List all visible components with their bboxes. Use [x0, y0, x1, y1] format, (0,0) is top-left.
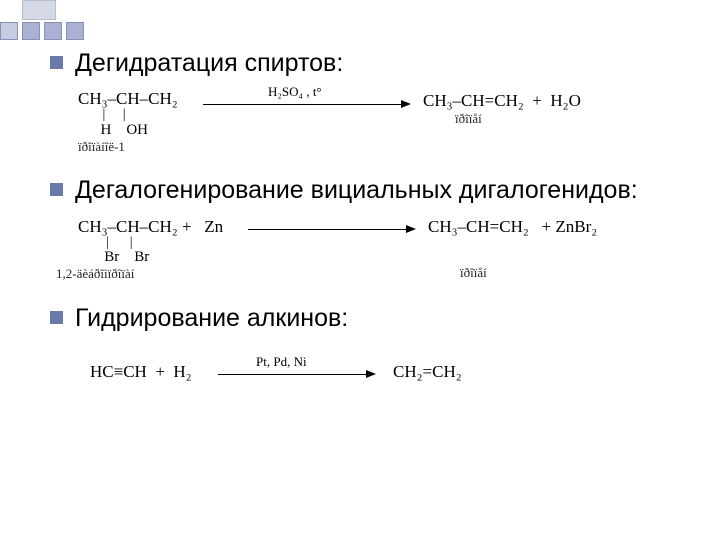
reaction-2: CH₃–CH–CH₂ + Zn | | Br Br 1,2-äèáðîìïðîï… — [78, 217, 690, 295]
heading-1: Дегидратация спиртов: — [50, 48, 690, 79]
reagent-main: CH₃–CH–CH₂ + Zn — [78, 217, 223, 237]
reagent-label: ïðîïàíîë-1 — [78, 139, 178, 155]
reagent-2: CH₃–CH–CH₂ + Zn | | Br Br 1,2-äèáðîìïðîï… — [78, 217, 223, 283]
product-1: CH₃–CH=CH₂ + H₂O ïðîïåí — [423, 91, 581, 127]
heading-text: Дегалогенирование вициальных дигалогенид… — [75, 175, 638, 206]
deco-square — [44, 22, 62, 40]
heading-3: Гидрирование алкинов: — [50, 303, 690, 334]
product-2: CH₃–CH=CH₂ + ZnBr₂ ïðîïåí — [428, 217, 597, 281]
product-main: CH₂=CH₂ — [393, 362, 462, 382]
reagent-groups: Br Br — [78, 249, 223, 266]
deco-square — [0, 22, 18, 40]
reaction-arrow — [248, 229, 408, 230]
reagent-label: 1,2-äèáðîìïðîïàí — [56, 266, 223, 282]
arrow-conditions: Pt, Pd, Ni — [256, 354, 307, 370]
reaction-1: CH₃–CH–CH₂ | | H OH ïðîïàíîë-1 H₂SO₄ , t… — [78, 89, 690, 167]
bullet-icon — [50, 56, 63, 69]
heading-2: Дегалогенирование вициальных дигалогенид… — [50, 175, 690, 206]
reagent-3: HC≡CH + H₂ — [90, 362, 192, 382]
reagent-bond: | | — [78, 237, 223, 250]
deco-squares — [0, 22, 84, 40]
reagent-1: CH₃–CH–CH₂ | | H OH ïðîïàíîë-1 — [78, 89, 178, 155]
deco-square — [66, 22, 84, 40]
reaction-3: HC≡CH + H₂ Pt, Pd, Ni CH₂=CH₂ — [78, 344, 690, 406]
arrow-head-icon — [406, 225, 416, 233]
section-3: Гидрирование алкинов: HC≡CH + H₂ Pt, Pd,… — [50, 303, 690, 406]
heading-text: Дегидратация спиртов: — [75, 48, 343, 79]
product-main: CH₃–CH=CH₂ + H₂O — [423, 91, 581, 111]
product-main: CH₃–CH=CH₂ + ZnBr₂ — [428, 217, 597, 237]
section-2: Дегалогенирование вициальных дигалогенид… — [50, 175, 690, 294]
deco-top-box — [22, 0, 56, 20]
bullet-icon — [50, 183, 63, 196]
section-1: Дегидратация спиртов: CH₃–CH–CH₂ | | H O… — [50, 48, 690, 167]
heading-text: Гидрирование алкинов: — [75, 303, 348, 334]
deco-square — [22, 22, 40, 40]
arrow-head-icon — [366, 370, 376, 378]
reagent-main: HC≡CH + H₂ — [90, 362, 192, 382]
reagent-bond: | | — [78, 109, 178, 122]
reaction-arrow — [203, 104, 403, 105]
arrow-conditions: H₂SO₄ , t° — [268, 84, 322, 100]
bullet-icon — [50, 311, 63, 324]
slide-content: Дегидратация спиртов: CH₃–CH–CH₂ | | H O… — [50, 48, 690, 414]
reagent-main: CH₃–CH–CH₂ — [78, 89, 178, 109]
product-label: ïðîïåí — [455, 111, 581, 127]
reaction-arrow — [218, 374, 368, 375]
reagent-groups: H OH — [78, 122, 178, 139]
product-3: CH₂=CH₂ — [393, 362, 462, 382]
product-label: ïðîïåí — [460, 265, 597, 281]
arrow-head-icon — [401, 100, 411, 108]
